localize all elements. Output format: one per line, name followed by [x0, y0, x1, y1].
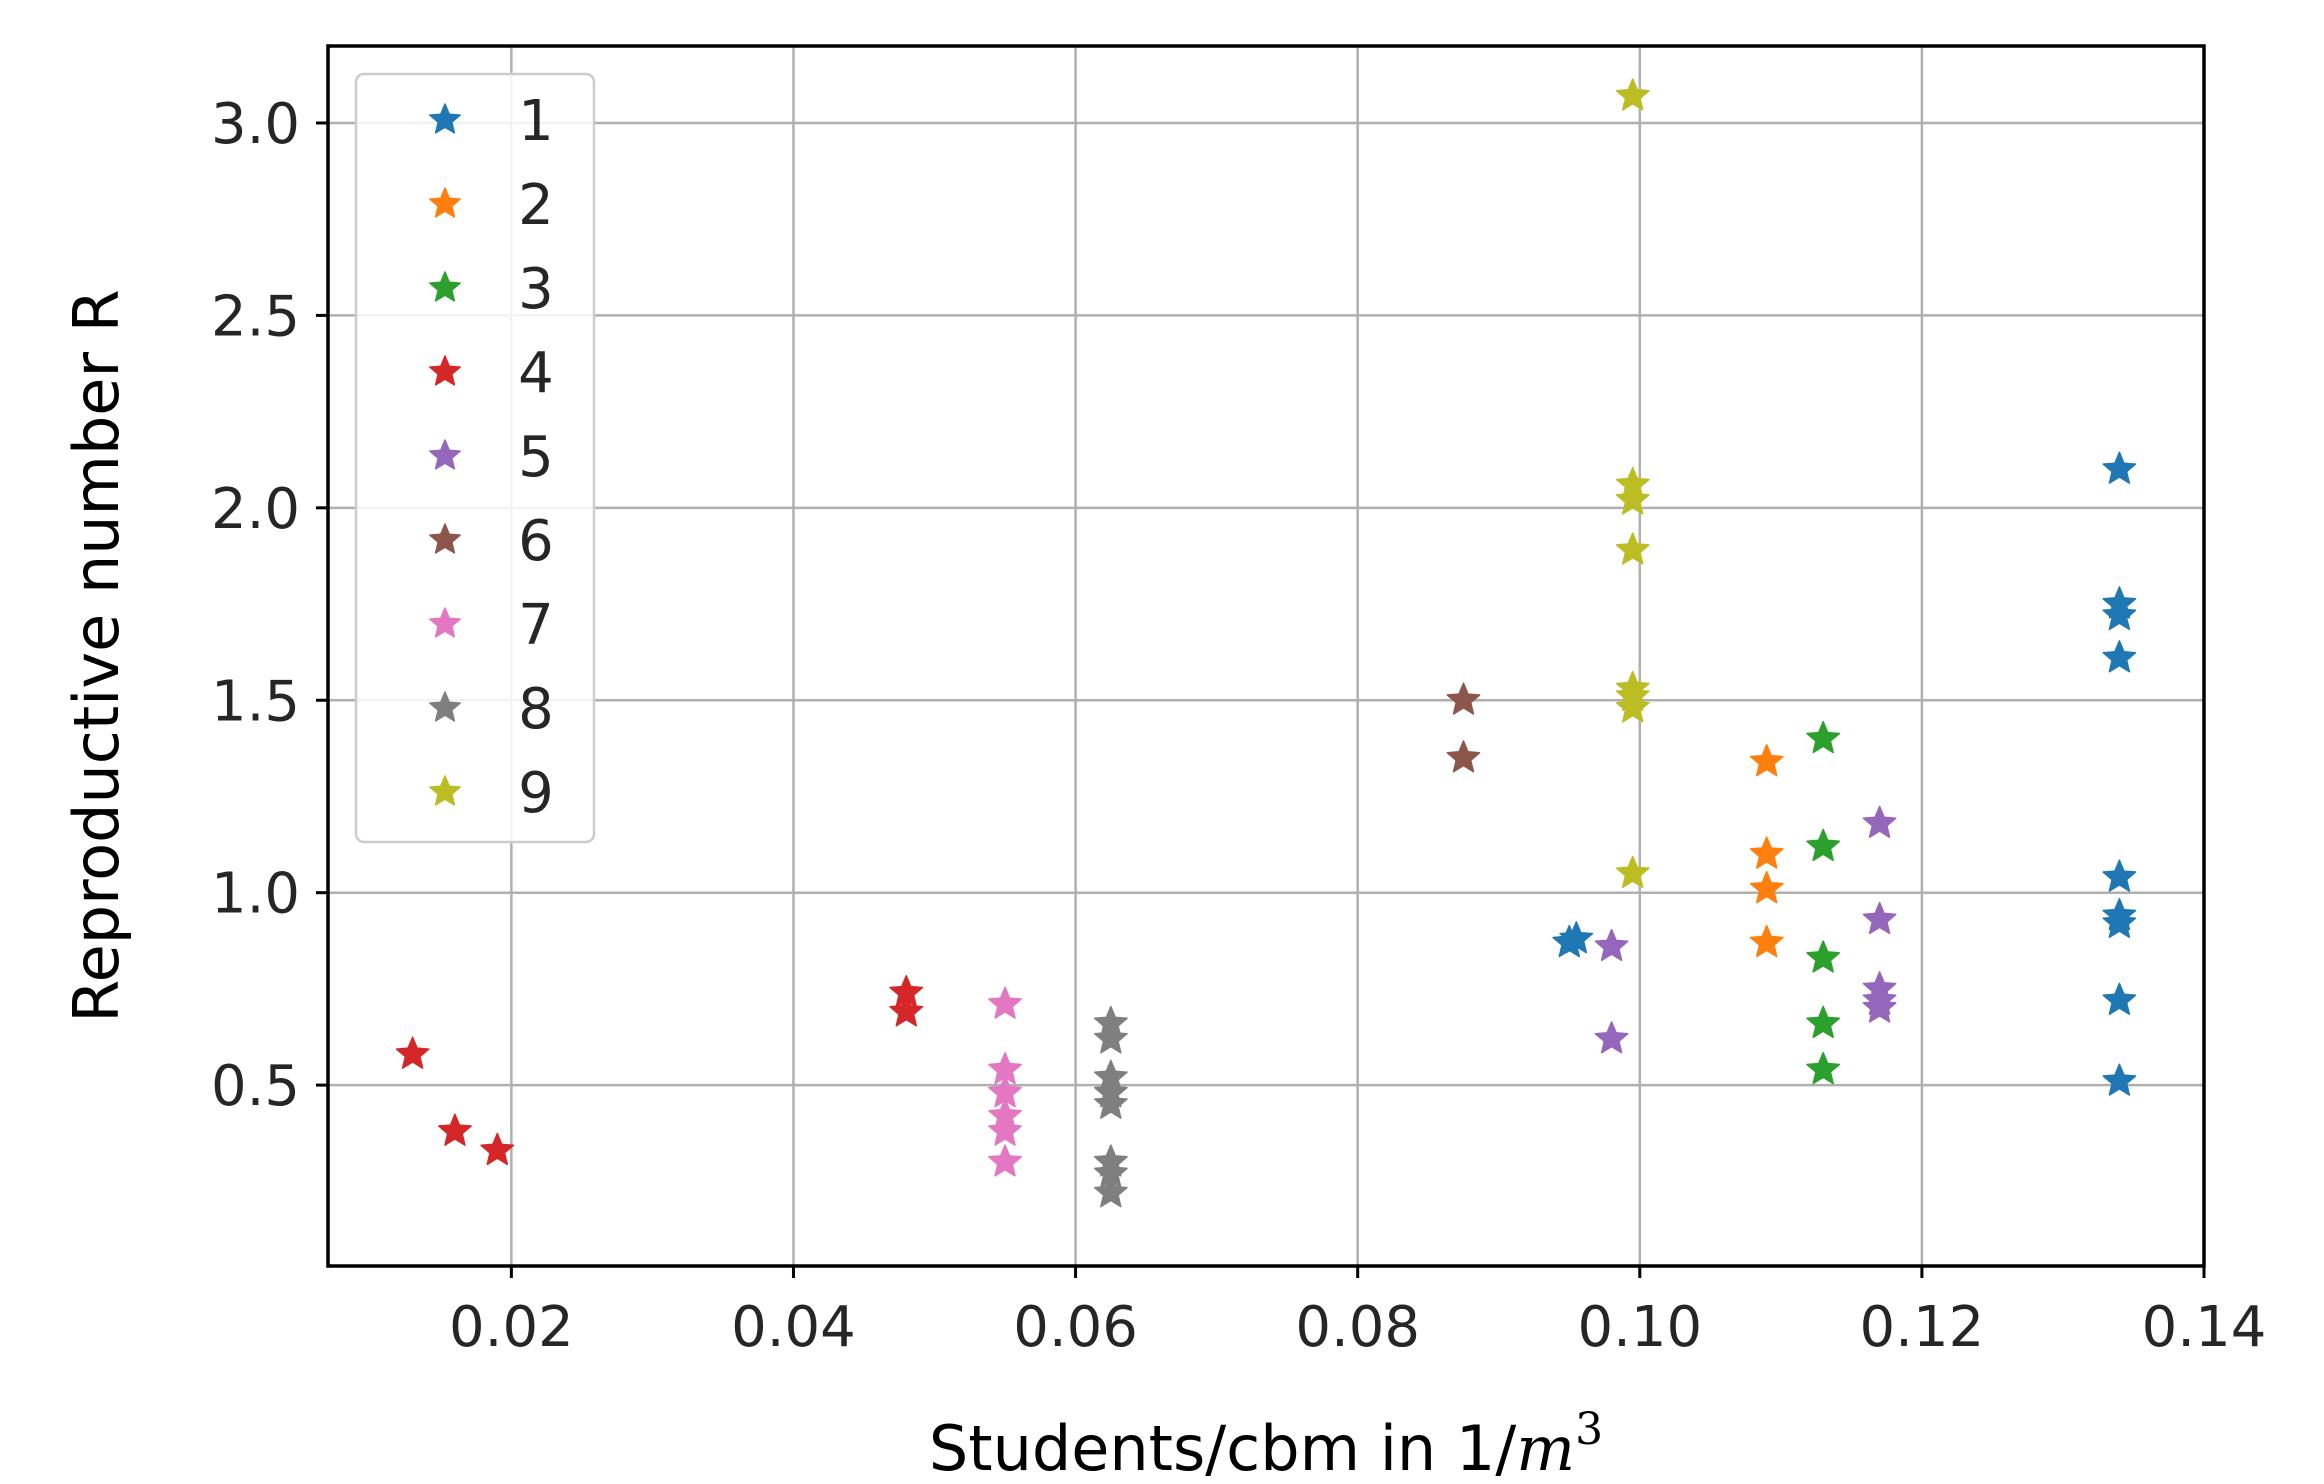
data-point-series-9: [1615, 78, 1650, 111]
x-tick-label: 0.02: [449, 1295, 574, 1360]
x-axis-ticks: 0.02 0.04 0.06 0.08 0.10 0.12 0.14: [449, 1266, 2266, 1360]
legend-label: 1: [518, 89, 554, 154]
data-point-series-6: [1446, 682, 1481, 715]
data-point-series-3: [1806, 720, 1841, 754]
data-point-series-5: [1862, 990, 1897, 1023]
legend-label: 2: [518, 173, 554, 238]
legend-marker-star: [429, 607, 461, 638]
x-axis-title-math: m: [1516, 1412, 1575, 1484]
legend-marker-star: [429, 271, 461, 302]
y-axis-ticks: 0.5 1.0 1.5 2.0 2.5 3.0: [211, 92, 328, 1119]
legend: 1 2 3 4 5 6 7 8 9: [354, 72, 596, 844]
y-tick-label: 1.5: [211, 669, 300, 734]
data-points: [395, 78, 2137, 1208]
x-axis-title-exponent: 3: [1575, 1404, 1603, 1455]
data-point-series-4: [480, 1132, 515, 1166]
legend-box: [354, 72, 596, 844]
legend-marker-star: [429, 439, 461, 470]
legend-label: 6: [518, 509, 554, 574]
legend-label: 8: [518, 677, 554, 742]
data-point-series-3: [1806, 940, 1841, 973]
data-point-series-9: [1615, 690, 1650, 723]
grid: [328, 46, 2206, 1266]
legend-marker-star: [429, 103, 461, 134]
legend-marker-star: [429, 523, 461, 554]
legend-label: 5: [518, 425, 554, 490]
data-point-series-1: [2102, 905, 2137, 938]
data-point-series-7: [988, 1113, 1022, 1146]
x-axis-title: Students/cbm in 1/m3: [929, 1404, 1603, 1484]
data-point-series-3: [1806, 1005, 1841, 1039]
x-tick-label: 0.08: [1295, 1295, 1420, 1360]
data-point-series-1: [2102, 859, 2137, 892]
x-tick-label: 0.04: [731, 1295, 856, 1360]
plot-frame: [326, 44, 2206, 1268]
data-point-series-3: [1806, 828, 1841, 862]
data-point-series-2: [1749, 924, 1784, 958]
legend-marker-star: [429, 775, 461, 806]
data-point-series-5: [1862, 805, 1897, 838]
data-point-series-7: [988, 1144, 1022, 1177]
data-point-series-9: [1615, 482, 1650, 515]
data-point-series-5: [1862, 901, 1897, 935]
x-tick-label: 0.12: [1860, 1295, 1985, 1360]
data-point-series-8: [1093, 1175, 1128, 1208]
data-point-series-4: [438, 1113, 472, 1146]
x-tick-label: 0.06: [1013, 1295, 1138, 1360]
legend-marker-star: [429, 187, 461, 218]
legend-label: 3: [518, 257, 554, 322]
y-tick-label: 2.0: [211, 477, 300, 542]
data-point-series-5: [1594, 928, 1629, 962]
y-axis-title: Reproductive number R: [60, 289, 133, 1022]
y-tick-label: 3.0: [211, 92, 300, 157]
x-tick-label: 0.14: [2142, 1295, 2267, 1360]
x-axis-title-text: Students/cbm in 1/: [929, 1412, 1516, 1484]
legend-marker-star: [429, 355, 461, 386]
data-point-series-1: [2102, 597, 2137, 631]
data-point-series-4: [395, 1036, 430, 1069]
data-point-series-8: [1093, 1086, 1128, 1119]
data-point-series-2: [1749, 836, 1784, 869]
legend-marker-star: [429, 691, 461, 722]
data-point-series-5: [1594, 1021, 1629, 1054]
data-point-series-9: [1615, 532, 1650, 565]
data-point-series-7: [988, 986, 1022, 1019]
y-tick-label: 2.5: [211, 284, 300, 349]
y-tick-label: 0.5: [211, 1054, 300, 1119]
data-point-series-1: [1552, 924, 1587, 958]
legend-label: 9: [518, 761, 554, 826]
data-point-series-2: [1749, 744, 1784, 777]
data-point-series-2: [1749, 871, 1784, 904]
legend-label: 4: [518, 341, 554, 406]
data-point-series-9: [1615, 855, 1650, 888]
data-point-series-1: [2102, 640, 2137, 673]
data-point-series-1: [2102, 451, 2137, 484]
y-tick-label: 1.0: [211, 862, 300, 927]
data-point-series-6: [1446, 740, 1481, 773]
data-point-series-4: [889, 994, 924, 1027]
legend-label: 7: [518, 593, 554, 658]
x-tick-label: 0.10: [1577, 1295, 1702, 1360]
data-point-series-8: [1093, 1021, 1128, 1054]
data-point-series-3: [1806, 1051, 1841, 1085]
data-point-series-1: [2102, 982, 2137, 1015]
data-point-series-1: [2102, 1063, 2137, 1096]
